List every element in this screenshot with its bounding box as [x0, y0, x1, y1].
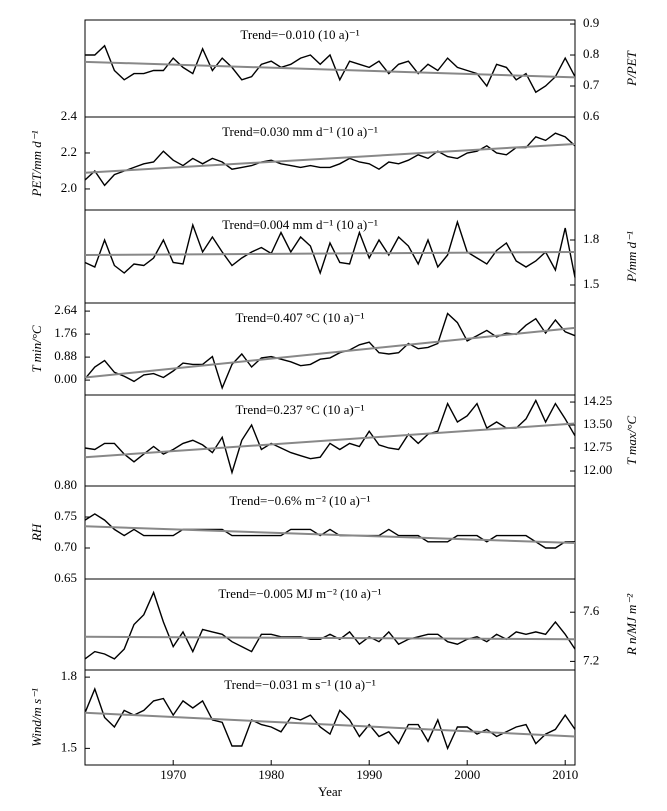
- y-axis-label: Wind/m s⁻¹: [29, 688, 44, 747]
- annotation: Trend=−0.010 (10 a)⁻¹: [240, 27, 359, 42]
- y-tick-label: 2.64: [54, 302, 77, 317]
- y-tick-label: 1.8: [61, 668, 77, 683]
- trend-line: [84, 142, 576, 174]
- x-tick-label: 2000: [454, 767, 480, 782]
- annotation: Trend=−0.031 m s⁻¹ (10 a)⁻¹: [224, 677, 376, 692]
- trend-line: [84, 711, 576, 738]
- y-tick-label: 0.9: [583, 15, 599, 30]
- y-tick-label: 0.75: [54, 508, 77, 523]
- data-line: [84, 312, 576, 390]
- y-axis-label: P/mm d⁻¹: [624, 231, 639, 283]
- x-axis-label: Year: [318, 784, 343, 799]
- y-tick-label: 0.70: [54, 539, 77, 554]
- y-tick-label: 0.7: [583, 77, 600, 92]
- y-tick-label: 14.25: [583, 393, 612, 408]
- annotation: Trend=0.004 mm d⁻¹ (10 a)⁻¹: [222, 217, 378, 232]
- x-tick-label: 1980: [258, 767, 284, 782]
- y-axis-label: R n/MJ m⁻²: [624, 593, 639, 656]
- data-line: [84, 219, 576, 278]
- x-tick-label: 2010: [552, 767, 578, 782]
- y-tick-label: 0.00: [54, 371, 77, 386]
- y-tick-label: 12.00: [583, 462, 612, 477]
- y-tick-label: 1.5: [583, 276, 599, 291]
- y-tick-label: 0.65: [54, 570, 77, 585]
- panel-frame: [84, 669, 576, 766]
- x-tick-label: 1990: [356, 767, 382, 782]
- annotation: Trend=0.030 mm d⁻¹ (10 a)⁻¹: [222, 124, 378, 139]
- trend-line: [84, 326, 576, 379]
- y-tick-label: 1.8: [583, 231, 599, 246]
- y-tick-label: 12.75: [583, 439, 612, 454]
- y-tick-label: 2.2: [61, 144, 77, 159]
- y-tick-label: 0.80: [54, 477, 77, 492]
- trend-line: [84, 60, 576, 79]
- annotation: Trend=−0.005 MJ m⁻² (10 a)⁻¹: [218, 586, 381, 601]
- trend-line: [84, 251, 576, 256]
- annotation: Trend=−0.6% m⁻² (10 a)⁻¹: [229, 493, 370, 508]
- data-line: [84, 132, 576, 187]
- y-tick-label: 0.88: [54, 348, 77, 363]
- trend-line: [84, 635, 576, 641]
- y-axis-label: PET/mm d⁻¹: [29, 130, 44, 197]
- data-line: [84, 687, 576, 751]
- y-tick-label: 0.6: [583, 108, 600, 123]
- trend-line: [84, 422, 576, 459]
- y-tick-label: 7.6: [583, 603, 600, 618]
- y-axis-label: T max/°C: [624, 415, 639, 465]
- x-tick-label: 1970: [160, 767, 186, 782]
- y-axis-label: T min/°C: [29, 325, 44, 373]
- y-axis-label: P/PET: [624, 50, 639, 86]
- trend-line: [84, 525, 576, 545]
- y-tick-label: 1.76: [54, 325, 77, 340]
- y-tick-label: 0.8: [583, 46, 599, 61]
- annotation: Trend=0.237 °C (10 a)⁻¹: [236, 402, 365, 417]
- y-tick-label: 13.50: [583, 416, 612, 431]
- data-line: [84, 513, 575, 549]
- y-tick-label: 7.2: [583, 652, 599, 667]
- annotation: Trend=0.407 °C (10 a)⁻¹: [236, 310, 365, 325]
- y-tick-label: 2.0: [61, 180, 77, 195]
- data-line: [85, 44, 576, 94]
- y-tick-label: 1.5: [61, 739, 77, 754]
- data-line: [84, 590, 576, 660]
- y-tick-label: 2.4: [61, 108, 78, 123]
- y-axis-label: RH: [29, 523, 44, 542]
